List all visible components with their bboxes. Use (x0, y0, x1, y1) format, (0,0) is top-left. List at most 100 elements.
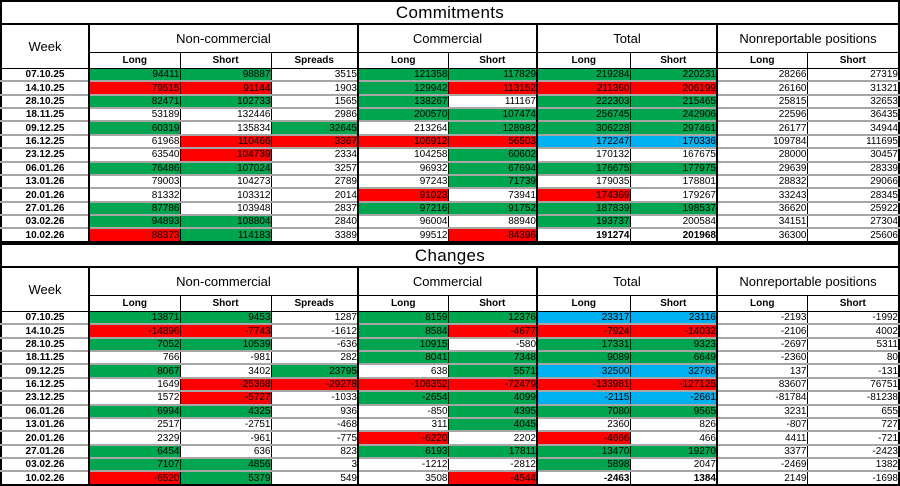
value-cell: 110466 (180, 133, 272, 149)
column-header-short: Short (447, 52, 538, 69)
value-cell: 111167 (448, 93, 538, 109)
value-cell: -6220 (357, 430, 449, 445)
value-cell: 3377 (716, 443, 808, 459)
value-cell: 76751 (807, 376, 900, 392)
value-cell: 91023 (357, 187, 449, 202)
value-cell: -2423 (807, 443, 900, 459)
value-cell: 26160 (716, 80, 808, 95)
week-cell: 16.12.25 (1, 376, 90, 392)
value-cell: 10915 (357, 336, 449, 352)
value-cell: 826 (630, 416, 718, 432)
value-cell: -131 (807, 363, 900, 378)
value-cell: 8041 (357, 350, 449, 365)
value-cell: 135834 (180, 120, 272, 135)
value-cell: 213264 (357, 120, 449, 135)
value-cell: -850 (357, 403, 449, 418)
value-cell: 17331 (536, 336, 631, 352)
value-cell: 113152 (448, 80, 538, 95)
column-header-short: Short (629, 52, 718, 69)
week-cell: 06.01.26 (1, 403, 90, 418)
value-cell: 97243 (357, 173, 449, 189)
value-cell: -2654 (357, 390, 449, 405)
value-cell: 36300 (716, 227, 808, 242)
value-cell: -5727 (180, 390, 272, 405)
value-cell: 1565 (271, 93, 359, 109)
value-cell: 137 (716, 363, 808, 378)
value-cell: 107474 (448, 107, 538, 122)
week-cell: 03.02.26 (1, 214, 90, 229)
week-cell: 14.10.25 (1, 80, 90, 95)
column-header-long: Long (716, 295, 808, 312)
value-cell: 29066 (807, 173, 900, 189)
value-cell: 242906 (630, 107, 718, 122)
week-cell: 23.12.25 (1, 390, 90, 405)
value-cell: 2334 (271, 147, 359, 162)
value-cell: 1903 (271, 80, 359, 95)
column-header-spreads: Spreads (270, 295, 359, 312)
group-header-commercial: Commercial (357, 23, 538, 53)
value-cell: 28832 (716, 173, 808, 189)
week-cell: 20.01.26 (1, 430, 90, 445)
value-cell: 174369 (536, 187, 631, 202)
value-cell: -775 (271, 430, 359, 445)
value-cell: 25815 (716, 93, 808, 109)
value-cell: 107024 (180, 160, 272, 175)
value-cell: 29639 (716, 160, 808, 175)
value-cell: 6994 (89, 403, 181, 418)
value-cell: 28266 (716, 68, 808, 82)
table-row: 16.12.25 1649 -25368 -29278 -106352 -72479 -13… (1, 376, 900, 392)
value-cell: 172247 (536, 133, 631, 149)
value-cell: 823 (271, 443, 359, 459)
week-cell: 10.02.26 (1, 470, 90, 485)
value-cell: 200570 (357, 107, 449, 122)
table-row: 03.02.26 7107 4856 3 -1212 -2812 5898 2047 -2469… (1, 457, 900, 472)
value-cell: -7743 (180, 323, 272, 338)
value-cell: 2329 (89, 430, 181, 445)
column-header-short: Short (629, 295, 718, 312)
value-cell: -2469 (716, 457, 808, 472)
value-cell: 167675 (630, 147, 718, 162)
value-cell: 25922 (807, 200, 900, 216)
week-cell: 09.12.25 (1, 363, 90, 378)
value-cell: 27304 (807, 214, 900, 229)
value-cell: 1649 (89, 376, 181, 392)
value-cell: 3515 (271, 68, 359, 82)
column-header-short: Short (447, 295, 538, 312)
value-cell: 5571 (448, 363, 538, 378)
value-cell: 179267 (630, 187, 718, 202)
table-row: 07.10.25 13871 9453 1287 8159 12376 23317 23116… (1, 311, 900, 325)
value-cell: 79003 (89, 173, 181, 189)
value-cell: 2360 (536, 416, 631, 432)
value-cell: -81238 (807, 390, 900, 405)
week-cell: 07.10.25 (1, 311, 90, 325)
value-cell: 256745 (536, 107, 631, 122)
value-cell: -106352 (357, 376, 449, 392)
column-header-short: Short (806, 295, 900, 312)
value-cell: 3402 (180, 363, 272, 378)
value-cell: 73941 (448, 187, 538, 202)
value-cell: 5379 (180, 470, 272, 485)
value-cell: 32768 (630, 363, 718, 378)
value-cell: 28339 (807, 160, 900, 175)
value-cell: 60602 (448, 147, 538, 162)
value-cell: 106912 (357, 133, 449, 149)
table-row: 27.01.26 6454 636 823 6193 17811 13470 19270 337… (1, 443, 900, 459)
value-cell: 3 (271, 457, 359, 472)
value-cell: 2202 (448, 430, 538, 445)
value-cell: 94411 (89, 68, 181, 82)
value-cell: 1287 (271, 311, 359, 325)
week-cell: 28.10.25 (1, 336, 90, 352)
value-cell: 1572 (89, 390, 181, 405)
value-cell: 88940 (448, 214, 538, 229)
value-cell: 179035 (536, 173, 631, 189)
week-cell: 06.01.26 (1, 160, 90, 175)
value-cell: 34944 (807, 120, 900, 135)
group-header-nonreportable: Nonreportable positions (716, 266, 900, 296)
table-row: 14.10.25 -14896 -7743 -1612 8584 -4677 -7924 -1… (1, 323, 900, 338)
value-cell: -127125 (630, 376, 718, 392)
table-row: 28.10.25 82471 102733 1565 138267 111167 22230… (1, 93, 900, 109)
value-cell: 178801 (630, 173, 718, 189)
value-cell: 121358 (357, 68, 449, 82)
table-row: 27.01.26 87786 103948 2837 97216 91752 187839 1… (1, 200, 900, 216)
